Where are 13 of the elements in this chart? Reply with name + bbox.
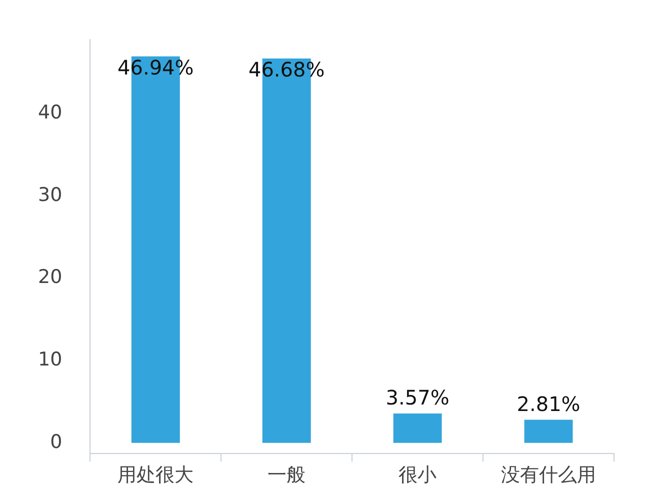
y-tick-label: 0 xyxy=(50,430,62,453)
data-label: 2.81% xyxy=(516,392,580,416)
bar xyxy=(524,420,573,443)
y-tick-label: 20 xyxy=(38,266,62,288)
y-tick-label: 40 xyxy=(38,101,62,124)
y-tick-label: 30 xyxy=(38,184,62,206)
x-tick-label: 很小 xyxy=(398,464,437,486)
data-label: 3.57% xyxy=(386,386,450,410)
x-tick-label: 一般 xyxy=(268,464,306,486)
x-tick-label: 没有什么用 xyxy=(501,464,596,486)
y-tick-label: 10 xyxy=(38,348,62,370)
x-tick-label: 用处很大 xyxy=(118,464,194,486)
bar xyxy=(393,414,442,443)
